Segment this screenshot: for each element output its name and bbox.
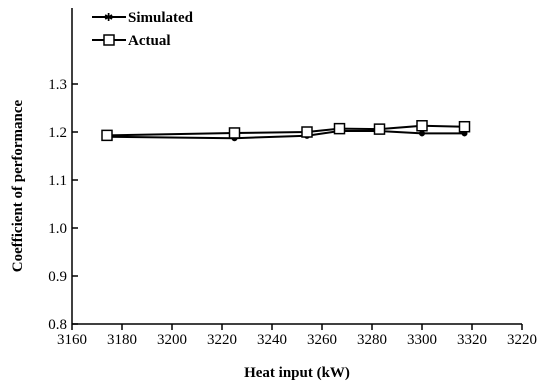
y-ticks: 0.8 0.9 1.0 1.1 1.2 1.3 bbox=[48, 77, 78, 333]
data-point-actual bbox=[228, 127, 241, 139]
y-axis-label: Coefficient of performance bbox=[10, 99, 26, 272]
data-point-actual bbox=[333, 122, 346, 135]
data-point-actual bbox=[101, 129, 113, 142]
x-tick-label: 3180 bbox=[107, 332, 137, 348]
legend-label-simulated: Simulated bbox=[128, 10, 194, 26]
y-tick-label: 1.2 bbox=[48, 125, 67, 141]
y-tick-label: 0.9 bbox=[48, 269, 67, 285]
legend-marker-simulated: ✱ bbox=[104, 11, 113, 24]
series-line-actual bbox=[106, 124, 465, 137]
x-tick-label: 3200 bbox=[157, 332, 187, 348]
data-point-actual bbox=[416, 120, 428, 132]
data-point-actual bbox=[301, 126, 313, 138]
x-tick-label: 3160 bbox=[57, 332, 87, 348]
x-tick-label: 3220 bbox=[207, 332, 237, 348]
x-tick-label: 3280 bbox=[357, 332, 387, 348]
y-tick-label: 1.0 bbox=[48, 221, 67, 237]
x-tick-label: 3240 bbox=[257, 332, 287, 348]
x-axis-label: Heat input (kW) bbox=[244, 365, 350, 381]
legend-item-actual: Actual bbox=[92, 33, 171, 49]
series-layer bbox=[101, 120, 471, 142]
data-point-actual bbox=[458, 120, 471, 133]
x-ticks: 3160 3180 3200 3220 3240 3260 3280 3300 3320 3220 bbox=[57, 324, 537, 348]
x-tick-label: 3300 bbox=[407, 332, 437, 348]
data-point-simulated bbox=[419, 130, 425, 137]
legend: ✱ Simulated Actual bbox=[92, 10, 194, 49]
x-tick-label: 3220 bbox=[507, 332, 537, 348]
x-tick-label: 3320 bbox=[457, 332, 487, 348]
y-tick-label: 1.1 bbox=[48, 173, 67, 189]
legend-label-actual: Actual bbox=[128, 33, 171, 49]
y-tick-label: 1.3 bbox=[48, 77, 67, 93]
data-point-actual bbox=[373, 123, 386, 135]
legend-marker-actual bbox=[103, 34, 115, 46]
y-tick-label: 0.8 bbox=[48, 317, 67, 333]
x-tick-label: 3260 bbox=[307, 332, 337, 348]
plot-area bbox=[71, 8, 522, 325]
legend-item-simulated: ✱ Simulated bbox=[92, 10, 194, 26]
